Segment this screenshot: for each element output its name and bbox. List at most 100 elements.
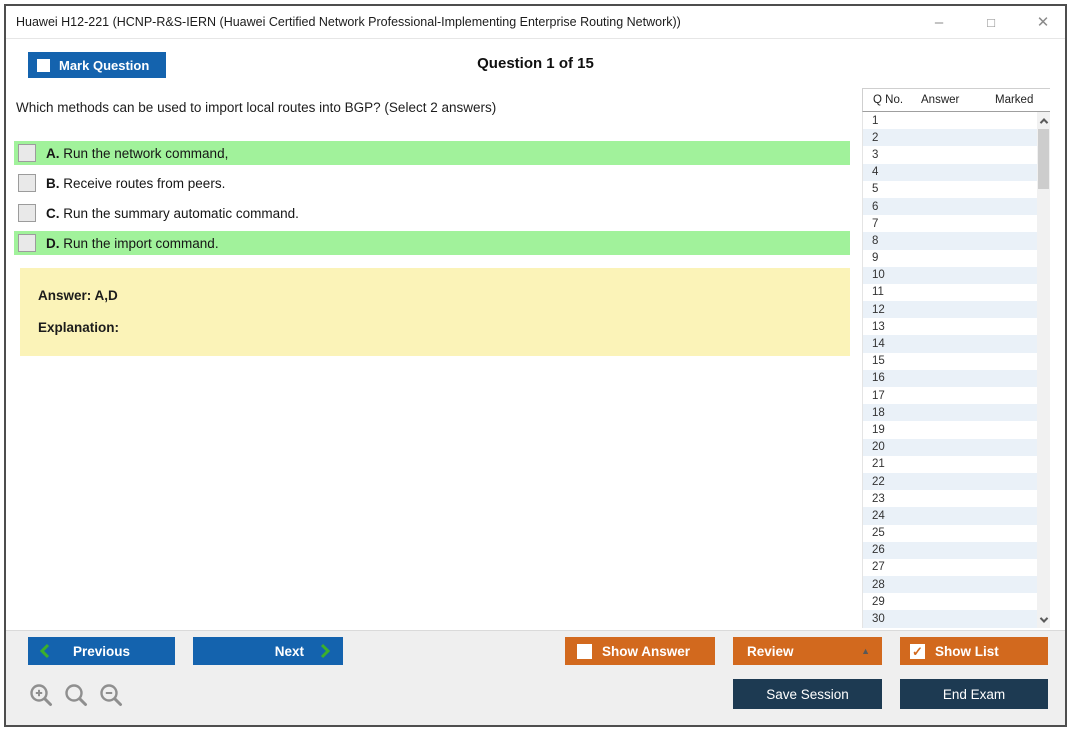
next-button[interactable]: Next [193, 637, 343, 665]
question-list-row[interactable]: 14 [863, 335, 1050, 353]
option-label: D. Run the import command. [46, 235, 219, 251]
show-list-checkbox[interactable]: ✓ [910, 643, 925, 659]
row-qno: 25 [872, 527, 885, 540]
question-list-row[interactable]: 20 [863, 438, 1050, 456]
question-list-row[interactable]: 6 [863, 197, 1050, 216]
question-list-row[interactable]: 25 [863, 525, 1050, 542]
question-list-row[interactable]: 24 [863, 507, 1050, 525]
answer-option[interactable]: D. Run the import command. [14, 231, 850, 255]
question-list-row[interactable]: 27 [863, 559, 1050, 576]
scroll-down-icon[interactable] [1037, 612, 1050, 627]
window-controls: – □ ✕ [931, 6, 1051, 39]
row-qno: 4 [872, 166, 879, 179]
row-qno: 21 [872, 458, 885, 471]
row-qno: 16 [872, 372, 885, 385]
question-list-row[interactable]: 30 [863, 610, 1050, 628]
row-qno: 12 [872, 303, 885, 316]
question-list-row[interactable]: 13 [863, 318, 1050, 335]
question-list-row[interactable]: 26 [863, 541, 1050, 559]
answer-option[interactable]: B. Receive routes from peers. [14, 171, 850, 195]
row-qno: 27 [872, 561, 885, 574]
show-list-button[interactable]: ✓ Show List [900, 637, 1048, 665]
row-qno: 10 [872, 269, 885, 282]
question-list-row[interactable]: 9 [863, 250, 1050, 267]
option-label: C. Run the summary automatic command. [46, 205, 299, 221]
option-label: A. Run the network command, [46, 145, 229, 161]
close-icon[interactable]: ✕ [1036, 14, 1050, 31]
answer-option[interactable]: C. Run the summary automatic command. [14, 201, 850, 225]
question-list-row[interactable]: 7 [863, 215, 1050, 232]
show-answer-label: Show Answer [602, 643, 691, 659]
option-label: B. Receive routes from peers. [46, 175, 226, 191]
question-list-row[interactable]: 29 [863, 593, 1050, 610]
zoom-in-icon[interactable] [28, 682, 54, 708]
question-list-row[interactable]: 21 [863, 456, 1050, 473]
question-list-row[interactable]: 4 [863, 163, 1050, 181]
question-list-row[interactable]: 3 [863, 146, 1050, 163]
option-checkbox[interactable] [18, 174, 36, 192]
row-qno: 19 [872, 423, 885, 436]
option-checkbox[interactable] [18, 204, 36, 222]
question-list-row[interactable]: 23 [863, 490, 1050, 507]
row-qno: 15 [872, 355, 885, 368]
row-qno: 23 [872, 492, 885, 505]
question-list-row[interactable]: 5 [863, 181, 1050, 198]
zoom-reset-icon[interactable] [63, 682, 89, 708]
next-label: Next [274, 643, 304, 659]
save-session-button[interactable]: Save Session [733, 679, 882, 709]
row-qno: 7 [872, 217, 879, 230]
question-list-scrollbar[interactable] [1037, 112, 1050, 628]
minimize-icon[interactable]: – [934, 14, 944, 31]
question-list-row[interactable]: 22 [863, 472, 1050, 491]
option-checkbox[interactable] [18, 234, 36, 252]
mark-question-checkbox[interactable] [37, 58, 50, 72]
question-list-row[interactable]: 16 [863, 369, 1050, 387]
column-marked: Marked [995, 94, 1034, 106]
answer-option[interactable]: A. Run the network command, [14, 141, 850, 165]
question-list-row[interactable]: 28 [863, 576, 1050, 594]
question-list-row[interactable]: 17 [863, 387, 1050, 404]
row-qno: 13 [872, 320, 885, 333]
question-list-row[interactable]: 1 [863, 112, 1050, 129]
question-list-row[interactable]: 15 [863, 353, 1050, 370]
row-qno: 17 [872, 389, 885, 402]
row-qno: 24 [872, 509, 885, 522]
show-list-label: Show List [935, 643, 999, 659]
zoom-out-icon[interactable] [98, 682, 124, 708]
question-list-row[interactable]: 2 [863, 129, 1050, 147]
question-list-row[interactable]: 8 [863, 232, 1050, 250]
column-answer: Answer [921, 94, 960, 106]
column-qno: Q No. [873, 94, 904, 106]
show-answer-button[interactable]: Show Answer [565, 637, 715, 665]
scrollbar-thumb[interactable] [1038, 129, 1049, 189]
scroll-up-icon[interactable] [1037, 113, 1050, 128]
row-qno: 6 [872, 200, 879, 213]
question-list-row[interactable]: 12 [863, 301, 1050, 319]
end-exam-button[interactable]: End Exam [900, 679, 1048, 709]
show-answer-checkbox[interactable] [577, 643, 592, 659]
row-qno: 22 [872, 475, 885, 488]
row-qno: 3 [872, 148, 879, 161]
end-exam-label: End Exam [942, 686, 1006, 702]
row-qno: 30 [872, 613, 885, 626]
row-qno: 29 [872, 595, 885, 608]
title-bar: Huawei H12-221 (HCNP-R&S-IERN (Huawei Ce… [6, 6, 1065, 39]
row-qno: 9 [872, 252, 879, 265]
row-qno: 11 [872, 286, 884, 299]
chevron-left-icon [39, 643, 50, 659]
option-checkbox[interactable] [18, 144, 36, 162]
question-list-row[interactable]: 19 [863, 421, 1050, 438]
options-list: A. Run the network command, B. Receive ro… [14, 141, 850, 261]
review-button[interactable]: Review ▲ [733, 637, 882, 665]
question-list-header: Q No. Answer Marked [862, 88, 1050, 112]
question-list-row[interactable]: 18 [863, 404, 1050, 422]
maximize-icon[interactable]: □ [987, 15, 995, 30]
previous-button[interactable]: Previous [28, 637, 175, 665]
question-list-row[interactable]: 11 [863, 284, 1050, 301]
previous-label: Previous [72, 643, 131, 659]
mark-question-button[interactable]: Mark Question [28, 52, 166, 78]
dropdown-up-icon[interactable]: ▲ [861, 646, 870, 656]
question-text: Which methods can be used to import loca… [16, 100, 497, 115]
row-qno: 1 [872, 114, 879, 127]
question-list-row[interactable]: 10 [863, 266, 1050, 284]
